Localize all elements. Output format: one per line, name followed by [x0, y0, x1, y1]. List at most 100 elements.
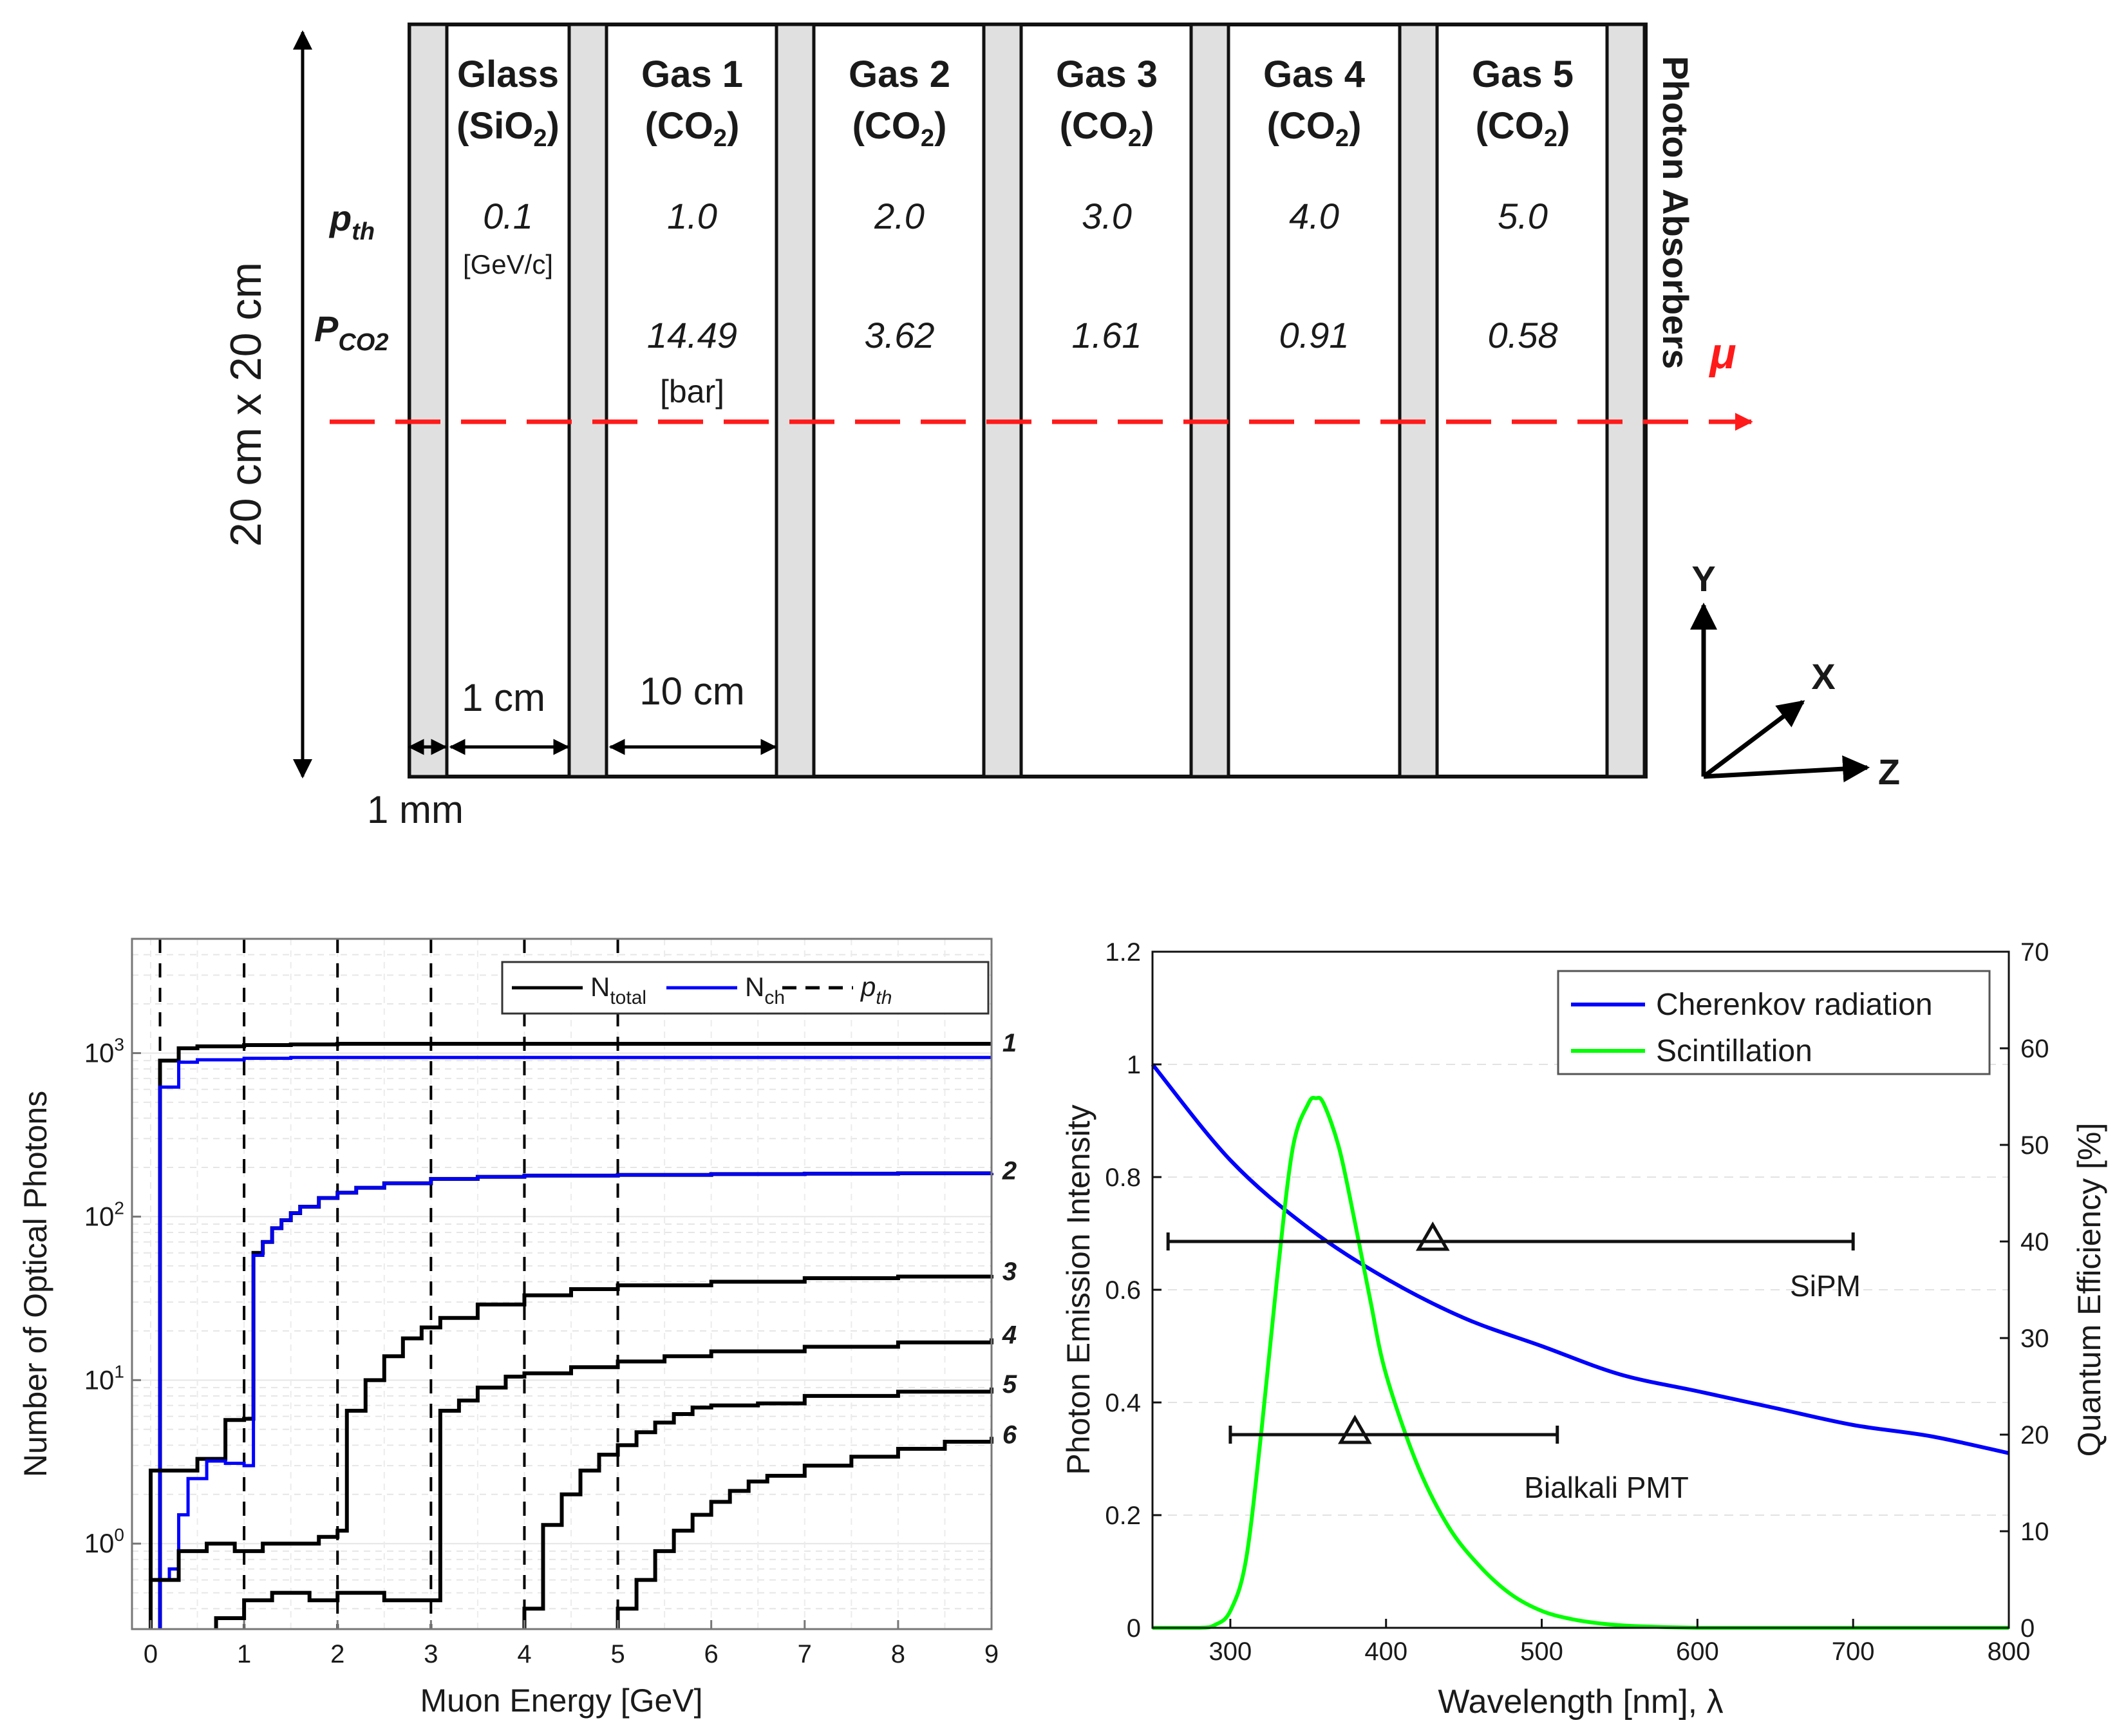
curve-label-4: 4: [1002, 1321, 1017, 1349]
spectrum-line-2: [1152, 1095, 2009, 1630]
chart-b-ytick-label: 0.4: [1105, 1389, 1141, 1417]
chart-a-xtick-label: 9: [984, 1640, 999, 1668]
series-line-7: [522, 1387, 993, 1629]
muon-label: μ: [1708, 329, 1736, 378]
chart-b-xtick-label: 700: [1832, 1637, 1875, 1666]
detector-peak-marker-1: [1415, 1222, 1450, 1251]
axis-z-arrow: [1703, 755, 1870, 783]
axis-y-label: Y: [1691, 558, 1715, 599]
chart-b-series: [1151, 1063, 2009, 1630]
axis-x-label: X: [1811, 656, 1835, 697]
chart-b-xtick-label: 500: [1520, 1637, 1563, 1666]
absorber-label: Photon Absorbers: [1655, 56, 1696, 369]
chart-a-frame: [131, 938, 993, 1630]
chart-b-xtick-label: 400: [1364, 1637, 1407, 1666]
chart-b-ylabel-right: Quantum Efficiency [%]: [2071, 1123, 2107, 1457]
chart-a-ylabel: Number of Optical Photons: [17, 1091, 53, 1477]
chamber-medium-5: (CO2): [1267, 105, 1362, 152]
curve-label-3: 3: [1002, 1258, 1017, 1286]
chart-b-legend-label-2: Scintillation: [1656, 1034, 1812, 1068]
chart-b-ytick-right-label: 0: [2020, 1614, 2035, 1643]
chart-b-ytick-right-label: 30: [2020, 1325, 2049, 1353]
chart-b-ytick-label: 0.2: [1105, 1502, 1141, 1530]
chamber-name-2: Gas 1: [641, 53, 743, 95]
chart-a-curve-labels: 1 2 3 4 5 6: [1002, 1029, 1017, 1449]
pth-unit: [GeV/c]: [463, 249, 553, 279]
chart-b-ytick-right-label: 50: [2020, 1131, 2049, 1160]
chart-b-detectors: SiPM Bialkali PMT: [1166, 1222, 1861, 1504]
chamber-pth-5: 4.0: [1289, 196, 1339, 236]
chamber-medium-3: (CO2): [852, 105, 947, 152]
curve-label-5: 5: [1002, 1370, 1017, 1399]
legend-label-2: Nch: [745, 972, 785, 1008]
curve-label-2: 2: [1002, 1157, 1017, 1185]
chart-a-axis-mask: [0, 1630, 1030, 1688]
chart-b-legend-box: [1557, 970, 1991, 1075]
wall-5: [1189, 23, 1230, 778]
chamber-medium-6: (CO2): [1476, 105, 1570, 152]
chart-b-axes: 300 400 500 600 700 80000.20.40.60.811.201020…: [1105, 938, 2049, 1666]
chart-b-ytick-right-label: 40: [2020, 1228, 2049, 1256]
chart-b-xlabel: Wavelength [nm], λ: [1438, 1683, 1723, 1721]
wall-2: [567, 23, 608, 778]
series-line-8: [616, 1437, 993, 1629]
chart-b-xtick-label: 600: [1676, 1637, 1719, 1666]
chart-a-xtick-label: 5: [610, 1640, 625, 1668]
chamber-pth-3: 2.0: [874, 196, 925, 236]
pco2-unit: [bar]: [660, 373, 724, 410]
pth-row-label: pth: [328, 198, 375, 245]
dim-1cm-label: 1 cm: [462, 676, 545, 719]
chart-b-ytick-label: 1.2: [1105, 938, 1141, 967]
chart-a-xtick-label: 8: [891, 1640, 905, 1668]
chamber-pco2-2: 14.49: [647, 315, 737, 355]
series-line-4: [149, 1171, 993, 1629]
pco2-row-label: PCO2: [314, 308, 389, 356]
legend-label-1: Ntotal: [590, 972, 646, 1008]
chart-b-ytick-right-label: 60: [2020, 1035, 2049, 1063]
chart-a-ytick-label: 102: [84, 1198, 124, 1231]
chart-a-xtick-label: 1: [237, 1640, 251, 1668]
chart-a-xtick-label: 6: [704, 1640, 719, 1668]
chamber-pth-1: 0.1: [483, 196, 533, 236]
chart-a-ytick-label: 101: [84, 1361, 124, 1395]
chart-a-axes: 0 1 2 3 4 5 6 7 8 9 100 101 102 103: [0, 1034, 1030, 1688]
detector-peak-marker-2: [1338, 1415, 1372, 1444]
legend-label-3: pth: [860, 972, 892, 1008]
chart-a-legend-box: [501, 961, 990, 1015]
series-line-6: [214, 1338, 993, 1629]
chart-a-xlabel: Muon Energy [GeV]: [420, 1683, 702, 1719]
coordinate-axes: [1690, 602, 1870, 783]
chart-a-xtick-label: 4: [517, 1640, 531, 1668]
wall-4: [982, 23, 1023, 778]
chamber-pco2-6: 0.58: [1488, 315, 1558, 355]
dim-10cm-label: 10 cm: [639, 670, 744, 713]
series-line-1: [158, 1042, 992, 1629]
chart-a-xtick-label: 7: [798, 1640, 812, 1668]
wall-6: [1398, 23, 1439, 778]
chart-a-xtick-label: 2: [330, 1640, 344, 1668]
chart-a-ytick-label: 100: [84, 1525, 124, 1558]
chart-a-series: [149, 1042, 993, 1629]
chart-b-ylabel: Photon Emission Intensity: [1060, 1104, 1096, 1475]
chamber-name-5: Gas 4: [1263, 53, 1365, 95]
chart-b-ytick-label: 0.8: [1105, 1164, 1141, 1192]
chart-b-legend-label-1: Cherenkov radiation: [1656, 988, 1933, 1022]
detector-label-1: SiPM: [1790, 1269, 1861, 1303]
chamber-pth-4: 3.0: [1082, 196, 1132, 236]
detector-walls: [408, 23, 1646, 778]
chamber-name-4: Gas 3: [1056, 53, 1158, 95]
chart-a-xtick-label: 0: [144, 1640, 158, 1668]
chart-b-legend: Cherenkov radiation Scintillation: [1557, 970, 1991, 1075]
chart-b-ytick-right-label: 10: [2020, 1518, 2049, 1546]
chamber-name-1: Glass: [457, 53, 559, 95]
chart-a-xtick-label: 3: [424, 1640, 438, 1668]
chart-b-ytick-label: 0.6: [1105, 1276, 1141, 1305]
chart-b-ytick-label: 1: [1127, 1051, 1141, 1079]
chart-b-ytick-label: 0: [1127, 1614, 1141, 1643]
chart-b-ytick-right-label: 20: [2020, 1421, 2049, 1449]
wall-absorber: [1605, 23, 1646, 778]
chart-a-legend: Ntotal Nch pth: [501, 961, 990, 1015]
chart-b-xtick-label: 800: [1988, 1637, 2031, 1666]
